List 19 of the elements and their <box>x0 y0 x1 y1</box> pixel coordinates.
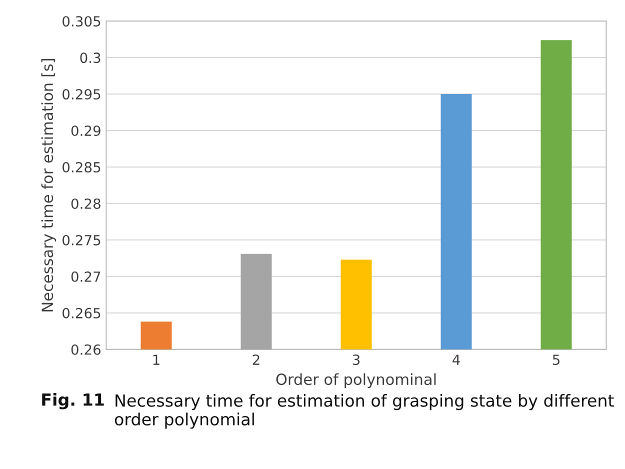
y-tick-label: 0.295 <box>62 89 100 100</box>
y-tick-label: 0.3 <box>80 52 100 64</box>
x-tick-label: 1 <box>153 354 160 365</box>
y-tick-label: 0.275 <box>62 234 100 246</box>
y-tick-label: 0.27 <box>71 271 100 282</box>
y-tick-label: 0.305 <box>62 16 100 27</box>
text: Necessary time for estimation of grasping state by different order polynomial <box>114 394 614 429</box>
caption: Fig. 11 <box>42 393 104 410</box>
y-tick-label: 0.29 <box>71 126 100 136</box>
y-tick-label: 0.285 <box>62 162 100 172</box>
y-tick-label: 0.28 <box>71 198 100 209</box>
y-tick-label: 0.26 <box>71 344 101 355</box>
x-axis-title: Order of polynominal <box>276 373 436 388</box>
x-tick-label: 3 <box>352 354 360 366</box>
y-tick-label: 0.265 <box>62 308 100 318</box>
x-tick-label: 2 <box>252 354 260 365</box>
y-axis-title: Necessary time for estimation [s] <box>41 58 56 312</box>
x-tick-label: 4 <box>452 354 460 365</box>
x-tick-label: 5 <box>552 354 560 366</box>
